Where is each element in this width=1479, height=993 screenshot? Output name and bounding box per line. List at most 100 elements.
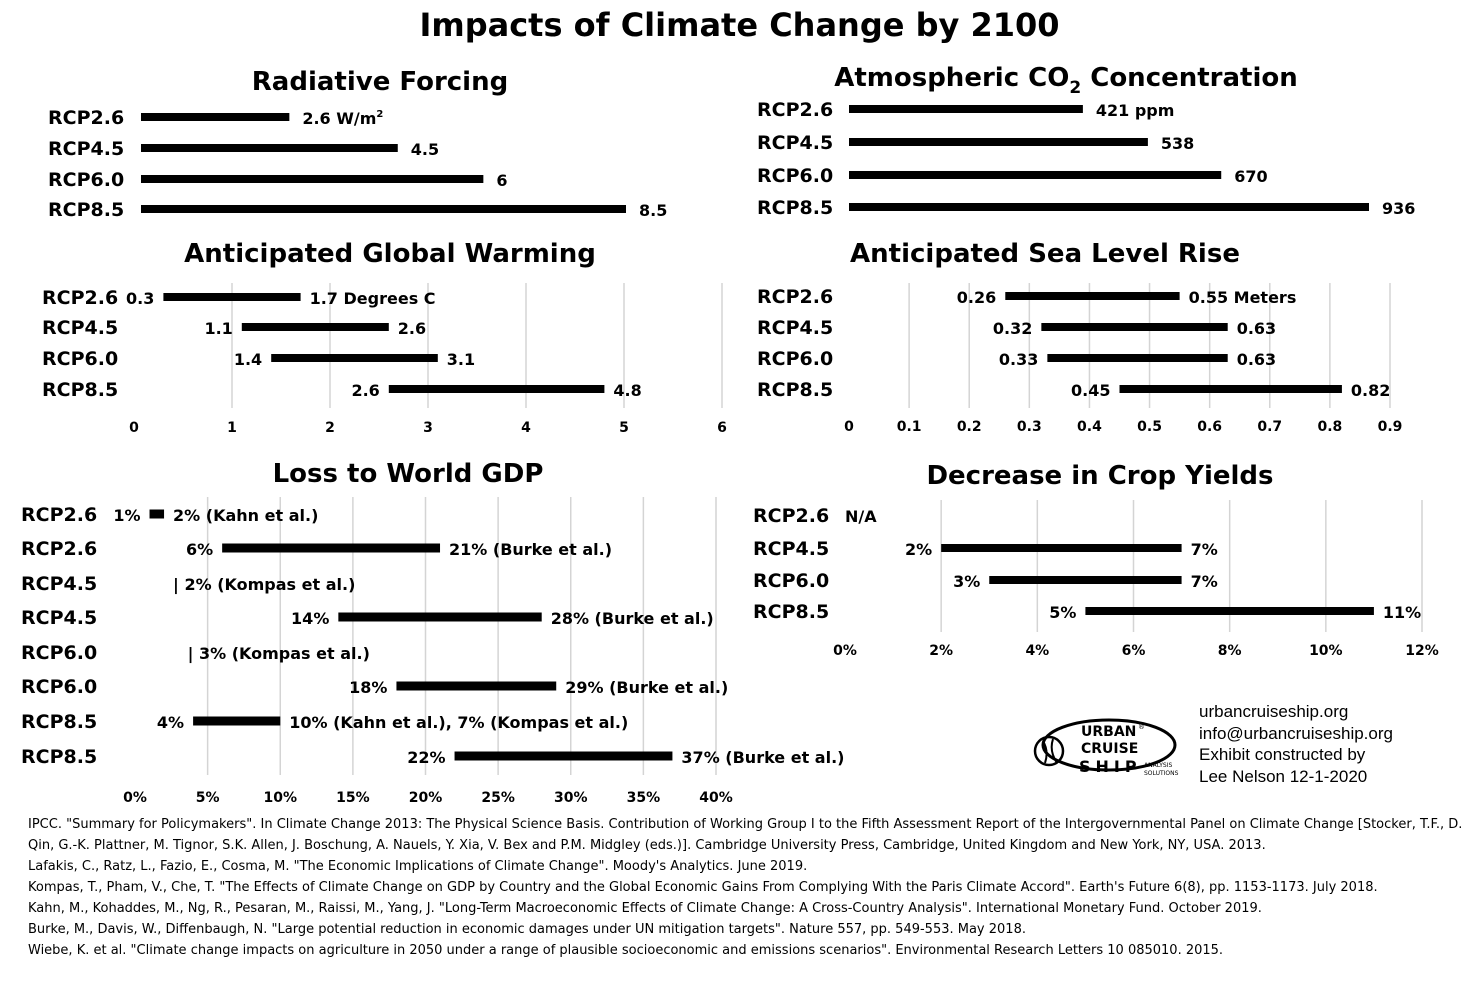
warming-high-label: 4.8 [613,381,641,400]
credits-website: urbancruiseship.org [1199,702,1349,721]
crop-category-label: RCP4.5 [753,538,829,560]
logo-solutions-text: SOLUTIONS [1144,770,1179,777]
radiative-forcing-value-label: 6 [496,171,507,190]
gdp-low-label: 22% [407,748,445,767]
gdp-high-label: 2% (Kahn et al.) [173,506,318,525]
warming-low-label: 0.3 [126,289,154,308]
crop-category-label: RCP2.6 [753,505,829,527]
sea-level-high-label: 0.63 [1237,319,1276,338]
sea-level-low-label: 0.32 [993,319,1032,338]
warming-low-label: 1.4 [234,350,262,369]
reference-wiebe: Wiebe, K. et al. "Climate change impacts… [28,943,1224,958]
sea-level-low-label: 0.33 [999,350,1038,369]
sea-level-tick-label: 0.2 [957,419,982,435]
radiative-forcing-title: Radiative Forcing [252,67,508,97]
gdp-category-label: RCP4.5 [21,573,97,595]
logo-ship-text: SHIP [1079,757,1142,776]
warming-low-label: 1.1 [204,319,232,338]
crop-low-label: 3% [953,572,980,591]
crop-high-label: 11% [1383,603,1421,622]
gdp-tick-label: 40% [699,790,733,806]
credits-author-date: Lee Nelson 12-1-2020 [1199,766,1368,786]
sea-level-category-label: RCP8.5 [757,379,833,401]
sea-level-low-label: 0.45 [1071,381,1110,400]
crop-range-bar [941,544,1182,552]
co2-bar [849,105,1083,113]
warming-tick-label: 0 [129,420,139,436]
gdp-range-bar [222,543,441,553]
warming-category-label: RCP2.6 [42,287,118,309]
references: IPCC. "Summary for Policymakers". In Cli… [28,814,1468,961]
gdp-category-label: RCP6.0 [21,642,97,664]
co2-bar [849,171,1222,179]
warming-range-bar [388,385,605,393]
gdp-range-bar [338,612,542,622]
gdp-high-label: 28% (Burke et al.) [551,609,714,628]
co2-value-label: 936 [1382,199,1415,218]
warming-tick-label: 6 [717,420,727,436]
gdp-category-label: RCP8.5 [21,711,97,733]
urban-cruise-ship-logo: URBAN ® CRUISE SHIP ANALYSIS SOLUTIONS [1027,715,1187,784]
warming-range-bar [241,323,389,331]
gdp-range-bar [193,716,281,726]
sea-level-range-bar [1047,354,1228,362]
logo-cruise-text: CRUISE [1081,741,1138,757]
gdp-category-label: RCP2.6 [21,504,97,526]
co2-title-subscript: 2 [1069,78,1081,98]
crop-title: Decrease in Crop Yields [926,461,1273,491]
page-title: Impacts of Climate Change by 2100 [419,6,1060,44]
co2-title: Atmospheric CO2 Concentration [834,63,1298,98]
gdp-high-label: 37% (Burke et al.) [681,748,844,767]
sea-level-tick-label: 0.8 [1317,419,1342,435]
gdp-tick-label: 25% [481,790,515,806]
sea-level-title: Anticipated Sea Level Rise [850,239,1240,269]
warming-tick-label: 2 [325,420,335,436]
logo-analysis-text: ANALYSIS [1144,762,1172,769]
crop-high-label: 7% [1191,572,1218,591]
radiative-forcing-category-label: RCP8.5 [48,199,124,221]
gdp-high-label: 21% (Burke et al.) [449,540,612,559]
gdp-high-label: | 2% (Kompas et al.) [173,575,355,595]
sea-level-category-label: RCP4.5 [757,317,833,339]
crop-tick-label: 12% [1405,643,1439,659]
radiative-forcing-category-label: RCP6.0 [48,169,124,191]
warming-category-label: RCP8.5 [42,379,118,401]
gdp-low-label: 6% [186,540,213,559]
warming-category-label: RCP4.5 [42,317,118,339]
warming-tick-label: 3 [423,420,433,436]
gdp-low-label: 18% [349,678,387,697]
crop-low-label: 2% [905,540,932,559]
warming-high-label: 2.6 [398,319,426,338]
warming-tick-label: 5 [619,420,629,436]
gdp-category-label: RCP4.5 [21,607,97,629]
radiative-forcing-category-label: RCP2.6 [48,107,124,129]
crop-high-label: N/A [845,507,877,526]
warming-low-label: 2.6 [351,381,379,400]
sea-level-tick-label: 0.9 [1378,419,1403,435]
co2-category-label: RCP8.5 [757,197,833,219]
reference-burke: Burke, M., Davis, W., Diffenbaugh, N. "L… [28,922,1026,937]
charts-canvas: Radiative Forcing RCP2.6 2.6 W/m2 RCP4.5 4.5… [21,63,1439,806]
crop-tick-label: 4% [1025,643,1049,659]
sea-level-high-label: 0.82 [1351,381,1390,400]
radiative-forcing-value-label: 2.6 W/m2 [302,109,383,128]
crop-tick-label: 8% [1218,643,1242,659]
sea-level-tick-label: 0.7 [1257,419,1282,435]
sea-level-tick-label: 0.6 [1197,419,1222,435]
crop-low-label: 5% [1049,603,1076,622]
sea-level-tick-label: 0 [844,419,854,435]
crop-tick-label: 0% [833,643,857,659]
reference-ipcc: IPCC. "Summary for Policymakers". In Cli… [28,817,1463,853]
gdp-tick-label: 20% [409,790,443,806]
crop-range-bar [989,576,1182,584]
radiative-forcing-bar [141,205,626,213]
gdp-range-bar [396,681,557,691]
sea-level-high-label: 0.55 Meters [1189,288,1297,307]
reference-kompas: Kompas, T., Pham, V., Che, T. "The Effec… [28,880,1378,895]
crop-tick-label: 6% [1122,643,1146,659]
gdp-tick-label: 30% [554,790,588,806]
credits-email: info@urbancruiseship.org [1199,723,1393,743]
co2-category-label: RCP4.5 [757,132,833,154]
co2-bar [849,203,1369,211]
warming-high-label: 1.7 Degrees C [310,289,436,308]
